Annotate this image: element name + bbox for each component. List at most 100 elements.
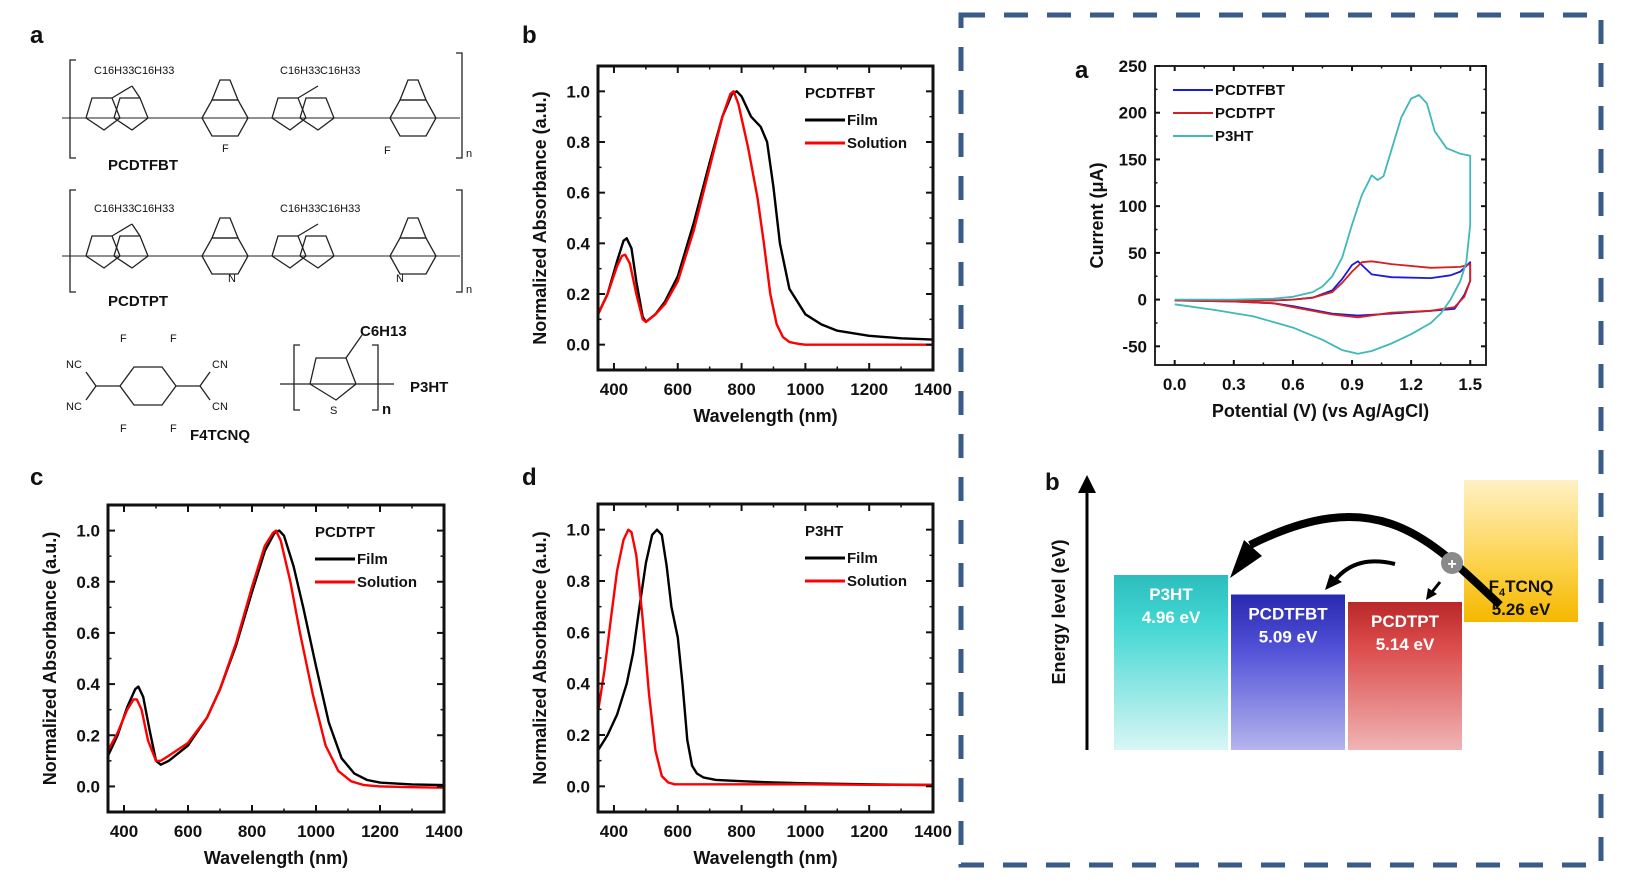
x-tick-label: 1.5 [1458,375,1482,394]
y-tick-label: 150 [1119,150,1147,169]
legend-label: Solution [847,135,907,152]
benzothiadiazole-unit [201,79,249,137]
y-tick-label: 200 [1119,104,1147,123]
energy-bar-name: F4TCNQ [1489,577,1554,599]
x-tick-label: 1200 [361,822,399,841]
legend-label: PCDTPT [1215,105,1275,122]
plot-cyclic-voltammetry: 0.0 0.3 0.6 0.9 1.2 1.5 -50 0 50 100 150 200 250 Pote… [1087,57,1487,421]
y-tick-label: 0.6 [566,184,590,203]
y-tick-label: 0.2 [566,285,590,304]
y-tick-label: 0.6 [566,623,590,642]
energy-bar-value: 5.26 eV [1492,600,1551,619]
legend-label: P3HT [1215,128,1253,145]
legend-title: PCDTPT [315,524,375,541]
x-tick-label: 1000 [786,380,824,399]
y-tick-label: 0.8 [566,572,590,591]
y-tick-label: 0.4 [76,675,100,694]
y-tick-label: 1.0 [76,522,100,541]
group-label-cn: CN [212,359,228,371]
x-tick-label: 600 [664,822,692,841]
y-axis-label: Normalized Absorbance (a.u.) [530,91,550,344]
y-tick-label: 0.0 [566,336,590,355]
x-tick-label: 0.6 [1281,375,1305,394]
x-tick-label: 800 [727,822,755,841]
series-line-film [596,90,934,341]
side-chain-label: C16H33 [134,203,174,215]
legend-title: PCDTFBT [805,85,875,102]
legend-label: Film [847,550,878,567]
y-tick-label: 0.2 [76,726,100,745]
x-tick-label: 1400 [425,822,463,841]
y-tick-label: 0.6 [76,624,100,643]
structure-name-pcdtpt: PCDTPT [108,293,168,310]
side-chain-label: C16H33 [94,203,134,215]
transfer-arrow-pcdtfbt [1333,559,1396,582]
atom-label-f: F [384,145,391,157]
x-tick-label: 800 [727,380,755,399]
arrowhead-icon [1325,574,1342,590]
y-tick-label: 1.0 [566,82,590,101]
panel-label-d: d [522,464,537,491]
x-axis-label: Potential (V) (vs Ag/AgCl) [1212,401,1429,421]
plot-frame [1154,65,1487,366]
panel-label-cv: a [1075,57,1089,84]
y-axis-label: Normalized Absorbance (a.u.) [530,531,550,784]
hole-plus-symbol: + [1447,556,1456,573]
energy-bar-pcdtpt [1348,602,1462,750]
panel-label-b: b [522,22,537,49]
plot-pcdtfbt-absorbance: 400 600 800 1000 1200 1400 0.0 0.2 0.4 0.6 0.8 1.0 W… [530,64,952,426]
dashed-box [958,12,1604,868]
y-tick-label: 0.4 [566,234,590,253]
x-axis-label: Wavelength (nm) [204,848,348,868]
structure-pcdtpt [62,189,463,293]
plot-frame [596,64,935,372]
energy-bar-name: P3HT [1149,585,1193,604]
side-chain-label: C6H13 [360,323,407,340]
side-chain-label: C16H33 [320,65,360,77]
transfer-arrow-p3ht [1248,513,1503,608]
y-tick-label: 0.8 [566,133,590,152]
atom-label-n: N [396,273,404,285]
series-line-p3ht [1174,94,1472,355]
series-line-film [596,528,934,787]
panel-label-energy: b [1045,469,1060,496]
energy-bar-name: PCDTPT [1371,612,1440,631]
y-tick-label: 0 [1138,291,1147,310]
panel-label-a: a [30,22,44,49]
plot-p3ht-absorbance: 400 600 800 1000 1200 1400 0.0 0.2 0.4 0.6 0.8 1.0 W… [530,502,952,868]
series-line-solution [106,529,445,789]
x-tick-label: 0.0 [1163,375,1187,394]
x-tick-label: 0.3 [1222,375,1246,394]
repeat-n: n [382,401,391,418]
legend-label: PCDTFBT [1215,82,1285,99]
side-chain-label: C16H33 [280,65,320,77]
atom-label-f: F [170,423,177,435]
plot-pcdtpt-absorbance: 400 600 800 1000 1200 1400 0.0 0.2 0.4 0.6 0.8 1.0 W… [40,503,463,868]
legend-title: P3HT [805,523,843,540]
arrowhead-icon [1230,540,1262,578]
group-label-nc: NC [66,359,82,371]
y-axis-label: Current (μA) [1087,162,1107,268]
energy-bar-pcdtfbt [1231,594,1345,750]
y-tick-label: 50 [1128,244,1147,263]
structure-f4tcnq [85,366,211,406]
structure-name-p3ht: P3HT [410,379,448,396]
chemical-structures [62,52,463,411]
structure-p3ht [280,334,394,411]
side-chain-label: C16H33 [94,65,134,77]
y-tick-label: 0.4 [566,675,590,694]
y-tick-label: 1.0 [566,521,590,540]
panel-label-c: c [30,464,43,491]
y-tick-label: 100 [1119,197,1147,216]
structure-labels: C16H33 C16H33 C16H33 C16H33 F F n PCDTFB… [66,65,472,444]
transfer-arrow-pcdtpt [1430,581,1442,593]
x-tick-label: 800 [238,822,266,841]
x-tick-label: 1000 [297,822,335,841]
atom-label-f: F [222,143,229,155]
plot-frame [106,503,446,814]
energy-bar-p3ht [1114,575,1228,750]
atom-label-f: F [170,333,177,345]
energy-axis-label: Energy level (eV) [1049,539,1069,684]
x-tick-label: 1400 [914,822,952,841]
series-line-solution [596,90,933,346]
